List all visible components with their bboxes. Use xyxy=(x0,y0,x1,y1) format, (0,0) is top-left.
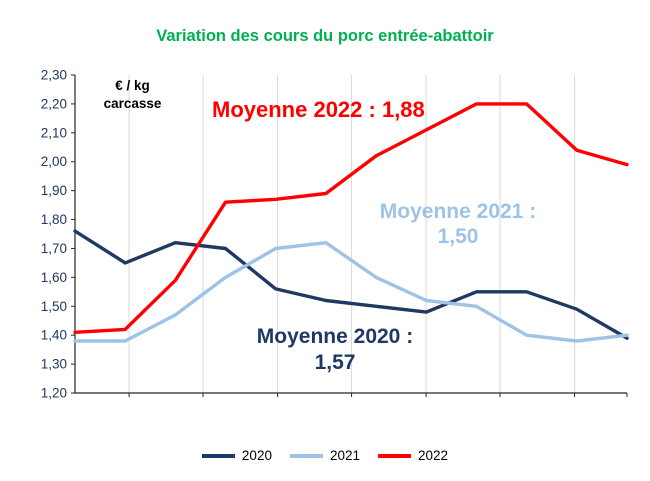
annotation-moyenne-2020-value: 1,57 xyxy=(314,351,356,374)
legend-item-2020: 2020 xyxy=(201,448,272,463)
svg-text:1,80: 1,80 xyxy=(41,212,67,227)
chart-title: Variation des cours du porc entrée-abatt… xyxy=(156,27,494,45)
svg-text:1,70: 1,70 xyxy=(41,241,67,256)
svg-text:2,00: 2,00 xyxy=(41,154,67,169)
svg-text:1,40: 1,40 xyxy=(41,328,67,343)
legend-swatch-2021 xyxy=(289,453,323,458)
annotation-moyenne-2020-label: Moyenne 2020 : xyxy=(256,325,414,348)
legend-swatch-2020 xyxy=(201,453,235,458)
annotation-moyenne-2022: Moyenne 2022 : 1,88 xyxy=(212,97,425,122)
svg-text:1,60: 1,60 xyxy=(41,270,67,285)
svg-text:2,10: 2,10 xyxy=(41,125,67,140)
y-axis-unit-line2: carcasse xyxy=(103,96,162,111)
svg-text:1,30: 1,30 xyxy=(41,357,67,372)
svg-text:1,20: 1,20 xyxy=(41,386,67,401)
svg-text:2,30: 2,30 xyxy=(41,68,67,83)
svg-text:1,50: 1,50 xyxy=(41,299,67,314)
annotation-moyenne-2021-label: Moyenne 2021 : xyxy=(379,200,537,223)
legend-label-2021: 2021 xyxy=(329,448,361,463)
legend-item-2022: 2022 xyxy=(378,448,448,463)
legend-swatch-2022 xyxy=(378,453,412,458)
annotation-moyenne-2021: Moyenne 2021 : 1,50 xyxy=(358,199,558,249)
y-axis-unit-label: € / kg carcasse xyxy=(85,77,180,113)
annotation-moyenne-2020: Moyenne 2020 : 1,57 xyxy=(240,324,430,376)
legend-item-2021: 2021 xyxy=(289,448,361,463)
annotation-moyenne-2021-value: 1,50 xyxy=(437,225,479,248)
legend-label-2020: 2020 xyxy=(241,448,272,463)
y-axis-unit-line1: € / kg xyxy=(115,78,150,93)
svg-text:2,20: 2,20 xyxy=(41,96,67,111)
legend-label-2022: 2022 xyxy=(418,448,449,463)
chart-legend: 2020 2021 2022 xyxy=(0,448,650,463)
svg-text:1,90: 1,90 xyxy=(41,183,67,198)
